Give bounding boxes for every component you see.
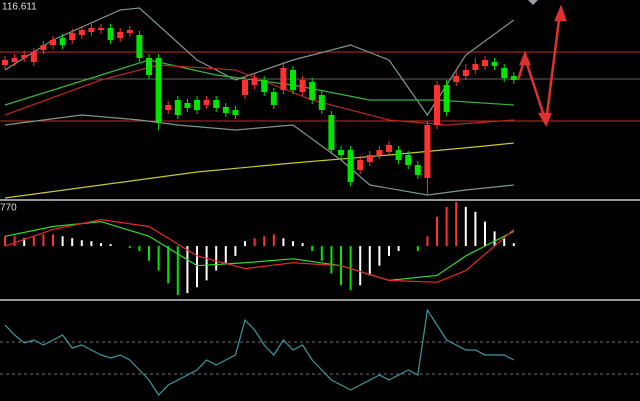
candle-body	[280, 68, 287, 90]
candle-body	[69, 33, 76, 40]
candle-body	[443, 85, 450, 112]
candle-body	[290, 70, 296, 90]
candle-body	[328, 115, 335, 150]
candle-body	[510, 76, 517, 80]
candle-body	[424, 125, 431, 178]
price-label: 116.611	[2, 2, 37, 13]
candle-body	[174, 100, 181, 115]
candle-body	[376, 150, 383, 155]
candle-body	[395, 150, 402, 160]
candle-body	[222, 107, 229, 113]
candle-body	[184, 103, 191, 108]
candle-body	[491, 62, 498, 66]
candle-body	[299, 80, 306, 92]
indicator-label: 770	[0, 203, 17, 214]
candle-body	[472, 64, 479, 70]
candle-body	[213, 100, 220, 108]
arrow-head	[519, 50, 531, 66]
candle-body	[88, 28, 95, 32]
candle-body	[50, 40, 56, 45]
candle-body	[59, 38, 66, 45]
arrow-path	[516, 11, 562, 123]
candle-body	[107, 28, 114, 40]
candle-body	[453, 76, 460, 82]
candle-body	[318, 95, 325, 110]
candle-body	[414, 165, 421, 175]
candle-body	[347, 150, 354, 182]
candle-body	[434, 85, 440, 125]
macd-line	[4, 220, 515, 281]
candle-body	[242, 80, 248, 95]
candle-body	[482, 60, 488, 66]
marker-triangle	[528, 0, 538, 5]
candle-body	[21, 55, 28, 58]
candle-body	[146, 58, 152, 75]
candle-body	[203, 100, 210, 105]
arrow-head	[554, 4, 567, 22]
candle-body	[338, 150, 344, 155]
candle-body	[386, 145, 392, 152]
overlay-line	[4, 114, 514, 196]
overlay-line	[4, 142, 514, 199]
candle-body	[126, 30, 133, 33]
candle-body	[78, 30, 85, 35]
candle-body	[261, 80, 268, 92]
candle-body	[501, 68, 508, 78]
candle-body	[309, 82, 316, 100]
macd-line	[4, 219, 515, 283]
drawn-arrows	[516, 4, 567, 127]
candle-body	[155, 58, 162, 122]
candle-body	[165, 105, 172, 110]
candle-body	[136, 35, 143, 58]
candle-body	[462, 70, 469, 76]
candle-body	[366, 155, 373, 162]
candle-body	[357, 160, 364, 170]
candle-body	[2, 60, 8, 65]
candle-body	[40, 45, 47, 50]
candle-body	[270, 92, 277, 105]
candle-body	[117, 32, 124, 38]
overlay-line	[4, 7, 515, 117]
candle-body	[194, 100, 200, 110]
candle-body	[11, 58, 18, 62]
arrow-head	[537, 112, 552, 127]
candle-body	[232, 110, 239, 115]
candle-body	[98, 28, 104, 30]
candle-body	[30, 52, 37, 62]
candle-body	[251, 78, 258, 85]
candle-body	[405, 155, 412, 165]
oscillator-line	[4, 308, 515, 396]
